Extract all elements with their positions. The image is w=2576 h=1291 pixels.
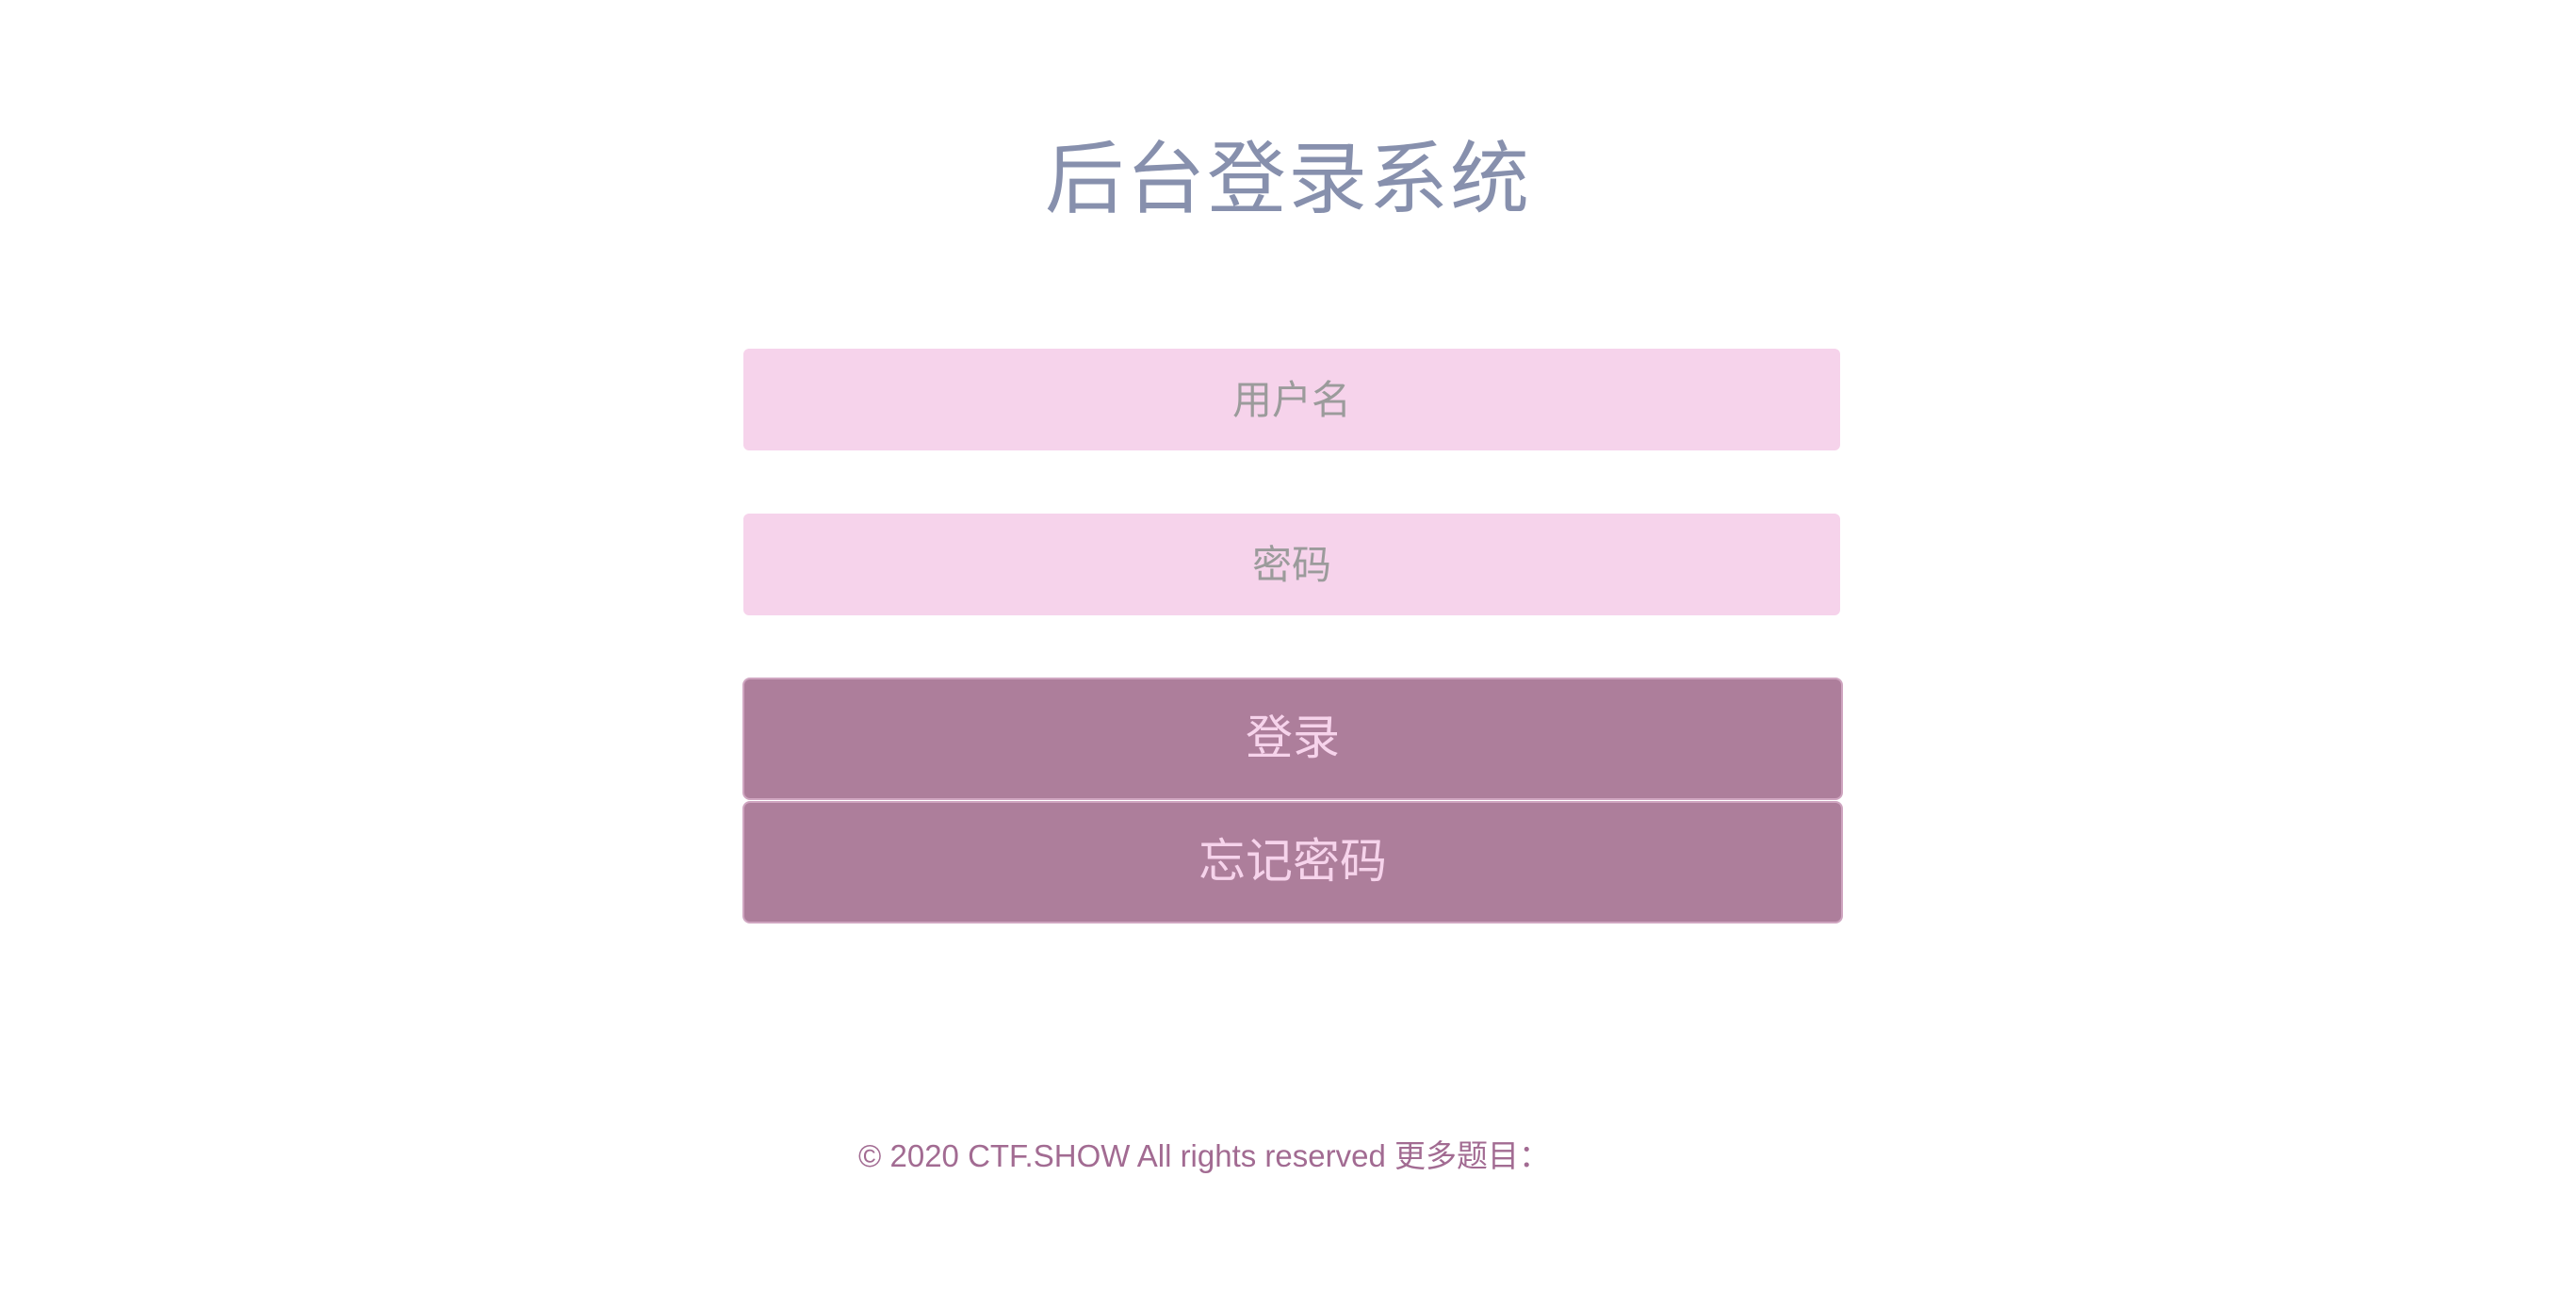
footer-copyright: © 2020 CTF.SHOW All rights reserved 更多题目… — [858, 1138, 1550, 1173]
page-title: 后台登录系统 — [1044, 133, 1531, 225]
password-input[interactable] — [743, 514, 1840, 615]
username-input[interactable] — [743, 349, 1840, 450]
login-button[interactable]: 登录 — [742, 678, 1843, 800]
forgot-password-button[interactable]: 忘记密码 — [742, 801, 1843, 923]
